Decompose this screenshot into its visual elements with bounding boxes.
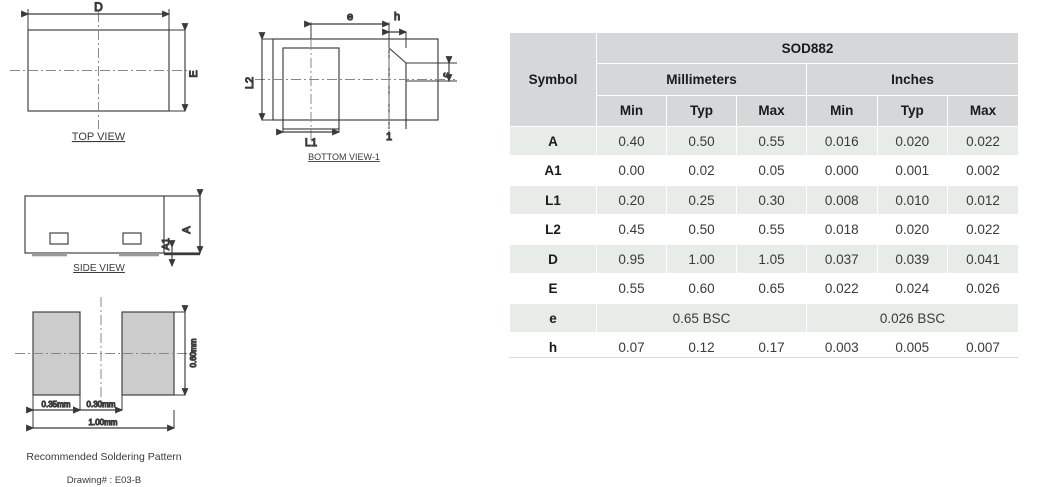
svg-text:Drawing# : E03-B: Drawing# : E03-B bbox=[67, 475, 141, 486]
svg-text:0.35mm: 0.35mm bbox=[42, 400, 71, 409]
svg-text:0.60mm: 0.60mm bbox=[189, 338, 198, 367]
svg-text:c: c bbox=[441, 73, 452, 78]
svg-text:BOTTOM VIEW-1: BOTTOM VIEW-1 bbox=[308, 152, 380, 162]
svg-text:Recommended Soldering Pattern: Recommended Soldering Pattern bbox=[26, 451, 181, 463]
svg-text:L2: L2 bbox=[244, 77, 256, 89]
svg-text:e: e bbox=[347, 11, 353, 23]
svg-text:0.30mm: 0.30mm bbox=[87, 400, 116, 409]
svg-text:h: h bbox=[394, 11, 400, 23]
svg-text:D: D bbox=[94, 0, 103, 14]
svg-text:1: 1 bbox=[386, 131, 392, 143]
svg-text:E: E bbox=[188, 70, 200, 77]
svg-text:A: A bbox=[181, 226, 193, 234]
svg-text:L1: L1 bbox=[305, 137, 317, 149]
svg-text:A1: A1 bbox=[161, 237, 172, 250]
svg-text:TOP VIEW: TOP VIEW bbox=[72, 131, 126, 143]
svg-text:SIDE VIEW: SIDE VIEW bbox=[73, 263, 125, 274]
svg-text:1.00mm: 1.00mm bbox=[89, 418, 118, 427]
